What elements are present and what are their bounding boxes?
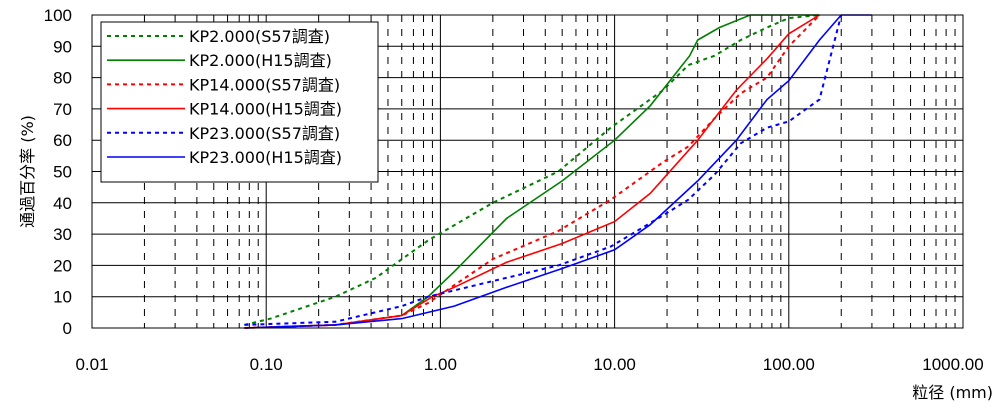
y-axis-label: 通過百分率 (%) (18, 115, 37, 228)
y-tick-label: 20 (53, 256, 72, 275)
x-axis-label: 粒径 (mm) (912, 383, 993, 402)
legend-label-6: KP23.000(H15調査) (189, 148, 342, 167)
y-tick-label: 80 (53, 69, 72, 88)
y-tick-label: 10 (53, 288, 72, 307)
x-tick-label: 0.01 (75, 355, 108, 374)
series-lines (244, 14, 872, 329)
series-line-4 (244, 14, 820, 329)
y-tick-label: 0 (63, 319, 72, 338)
series-line-6 (244, 14, 872, 329)
legend-label-2: KP2.000(H15調査) (189, 51, 332, 70)
series-line-5 (244, 14, 843, 326)
legend-box (100, 21, 379, 183)
y-tick-label: 60 (53, 131, 72, 150)
y-tick-label: 100 (44, 6, 72, 25)
legend-label-3: KP14.000(S57調査) (189, 75, 340, 94)
x-tick-label: 100.00 (763, 355, 815, 374)
x-tick-label: 1.00 (424, 355, 457, 374)
x-tick-label: 1000.00 (922, 355, 983, 374)
x-axis-ticks: 0.01 0.10 1.00 10.00 100.00 1000.00 (75, 355, 983, 374)
y-tick-label: 50 (53, 163, 72, 182)
legend: KP2.000(S57調査) KP2.000(H15調査) KP14.000(S57… (100, 21, 379, 183)
x-tick-label: 0.10 (250, 355, 283, 374)
y-tick-label: 30 (53, 225, 72, 244)
legend-label-4: KP14.000(H15調査) (189, 100, 342, 119)
y-tick-label: 70 (53, 100, 72, 119)
plot-area-frame (91, 14, 964, 329)
legend-label-1: KP2.000(S57調査) (189, 27, 330, 46)
y-tick-label: 90 (53, 37, 72, 56)
legend-label-5: KP23.000(S57調査) (189, 124, 340, 143)
y-tick-label: 40 (53, 194, 72, 213)
series-line-1 (244, 14, 820, 326)
x-tick-label: 10.00 (593, 355, 636, 374)
y-axis-ticks: 0 10 20 30 40 50 60 70 80 90 100 (44, 6, 72, 338)
